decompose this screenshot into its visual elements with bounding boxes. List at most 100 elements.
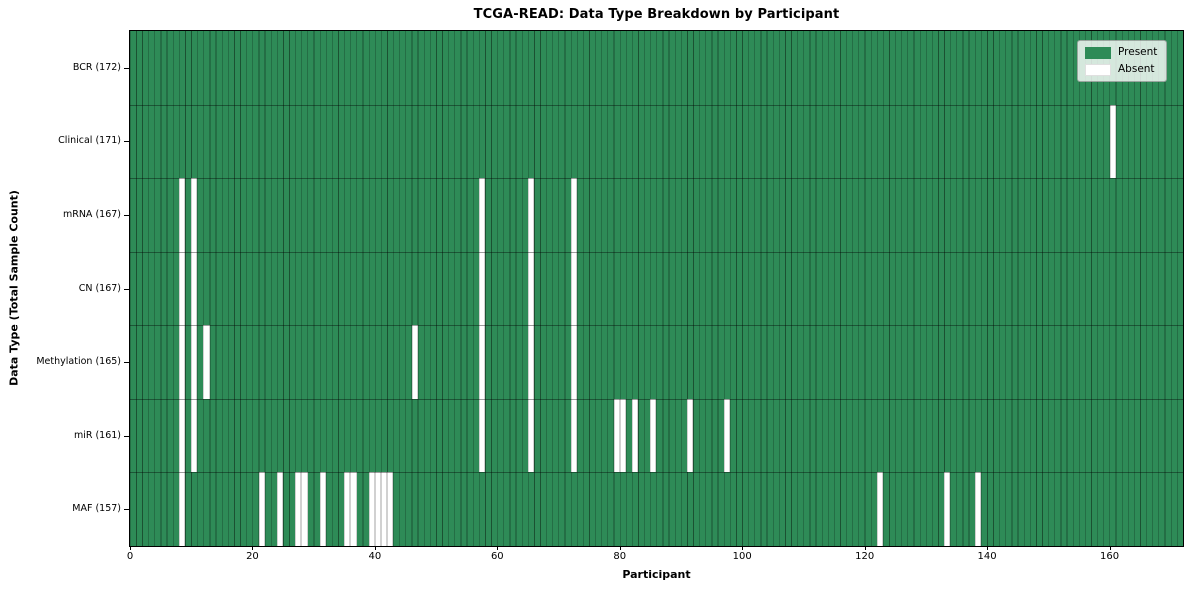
x-tick-mark — [619, 546, 621, 550]
x-tick-label-60: 60 — [490, 551, 504, 562]
absent-cell-maf-p40 — [374, 472, 381, 546]
heatmap-row-bcr — [130, 31, 1183, 105]
heatmap-row-mrna — [130, 178, 1183, 252]
y-tick-mark — [124, 67, 130, 69]
x-tick-label-80: 80 — [613, 551, 627, 562]
row-separator — [130, 104, 1183, 106]
x-axis-label: Participant — [622, 568, 691, 581]
x-tick-mark — [252, 546, 254, 550]
absent-cell-mir-p82 — [632, 398, 639, 473]
heatmap-row-methylation — [130, 325, 1183, 399]
x-tick-mark — [987, 546, 989, 550]
absent-cell-mrna-p8 — [178, 178, 186, 252]
absent-cell-mrna-p65 — [527, 178, 535, 252]
absent-cell-mrna-p57 — [478, 178, 486, 252]
absent-cell-methylation-p8 — [178, 325, 186, 399]
heatmap-row-cn — [130, 251, 1183, 326]
absent-cell-methylation-p72 — [570, 325, 577, 399]
absent-cell-methylation-p57 — [478, 325, 486, 399]
absent-cell-clinical-p160 — [1109, 104, 1116, 179]
y-tick-label-bcr: BCR (172) — [72, 61, 121, 73]
legend-entry-present: Present — [1085, 46, 1157, 59]
row-separator — [130, 251, 1183, 253]
legend: Present Absent — [1077, 40, 1168, 82]
absent-cell-maf-p24 — [276, 472, 284, 546]
row-separator — [130, 398, 1183, 400]
x-tick-mark — [1109, 546, 1111, 550]
row-separator — [130, 178, 1183, 180]
absent-cell-maf-p36 — [350, 472, 357, 546]
heatmap-row-maf — [130, 472, 1183, 546]
y-tick-mark — [124, 435, 130, 437]
x-tick-label-20: 20 — [246, 551, 259, 562]
x-tick-mark — [130, 546, 131, 550]
y-tick-mark — [124, 509, 130, 511]
y-tick-mark — [124, 288, 130, 290]
legend-label-absent: Absent — [1118, 63, 1155, 75]
x-tick-label-100: 100 — [732, 551, 752, 562]
x-tick-label-160: 160 — [1099, 551, 1120, 562]
absent-cell-mir-p80 — [619, 398, 626, 473]
y-tick-label-methylation: Methylation (165) — [36, 356, 121, 368]
x-tick-mark — [742, 546, 744, 550]
x-tick-label-0: 0 — [126, 551, 134, 562]
x-tick-mark — [864, 546, 866, 550]
y-tick-label-maf: MAF (157) — [72, 503, 121, 515]
absent-cell-mir-p8 — [178, 398, 186, 473]
absent-cell-maf-p133 — [944, 472, 951, 546]
absent-cell-mrna-p10 — [191, 178, 198, 252]
y-tick-label-clinical: Clinical (171) — [58, 135, 121, 147]
absent-cell-maf-p28 — [301, 472, 308, 546]
absent-cell-maf-p138 — [974, 472, 981, 546]
absent-cell-mir-p79 — [613, 398, 620, 473]
absent-cell-maf-p27 — [295, 472, 302, 546]
absent-cell-methylation-p12 — [203, 325, 210, 399]
absent-cell-maf-p42 — [387, 472, 394, 546]
y-tick-label-cn: CN (167) — [78, 282, 121, 294]
absent-cell-methylation-p10 — [191, 325, 198, 399]
absent-cell-maf-p41 — [381, 472, 388, 546]
legend-label-present: Present — [1118, 46, 1158, 58]
absent-cell-cn-p72 — [570, 251, 577, 326]
absent-cell-mir-p85 — [650, 398, 657, 473]
x-tick-label-40: 40 — [368, 551, 382, 562]
absent-cell-maf-p8 — [178, 472, 186, 546]
absent-cell-mir-p10 — [191, 398, 198, 473]
absent-cell-cn-p65 — [527, 251, 535, 326]
absent-cell-mir-p65 — [527, 398, 535, 473]
present-swatch-icon — [1085, 46, 1111, 59]
absent-cell-cn-p57 — [478, 251, 486, 326]
absent-cell-mir-p91 — [687, 398, 694, 473]
absent-cell-maf-p122 — [876, 472, 883, 546]
y-tick-label-mrna: mRNA (167) — [62, 208, 121, 220]
absent-cell-methylation-p65 — [527, 325, 535, 399]
absent-cell-maf-p35 — [344, 472, 351, 546]
row-separator — [130, 325, 1183, 327]
x-tick-mark — [374, 546, 376, 550]
row-separator — [130, 472, 1183, 474]
x-tick-label-140: 140 — [977, 551, 997, 562]
y-tick-mark — [124, 362, 130, 364]
absent-cell-methylation-p46 — [411, 325, 418, 399]
absent-cell-maf-p21 — [258, 472, 265, 546]
heatmap-plot-area — [129, 30, 1184, 547]
legend-entry-absent: Absent — [1085, 63, 1157, 76]
absent-cell-cn-p10 — [191, 251, 198, 326]
x-tick-label-120: 120 — [855, 551, 875, 562]
absent-swatch-icon — [1085, 63, 1111, 76]
y-tick-label-mir: miR (161) — [73, 429, 121, 441]
x-tick-mark — [497, 546, 499, 550]
absent-cell-mir-p57 — [478, 398, 486, 473]
absent-cell-mir-p97 — [723, 398, 730, 473]
y-tick-mark — [124, 141, 130, 143]
heatmap-row-mir — [130, 398, 1183, 473]
absent-cell-mir-p72 — [570, 398, 577, 473]
y-tick-mark — [124, 214, 130, 216]
absent-cell-mrna-p72 — [570, 178, 577, 252]
absent-cell-maf-p31 — [319, 472, 326, 546]
heatmap-row-clinical — [130, 104, 1183, 179]
absent-cell-cn-p8 — [178, 251, 186, 326]
chart-title: TCGA-READ: Data Type Breakdown by Partic… — [473, 7, 840, 22]
absent-cell-maf-p39 — [368, 472, 375, 546]
